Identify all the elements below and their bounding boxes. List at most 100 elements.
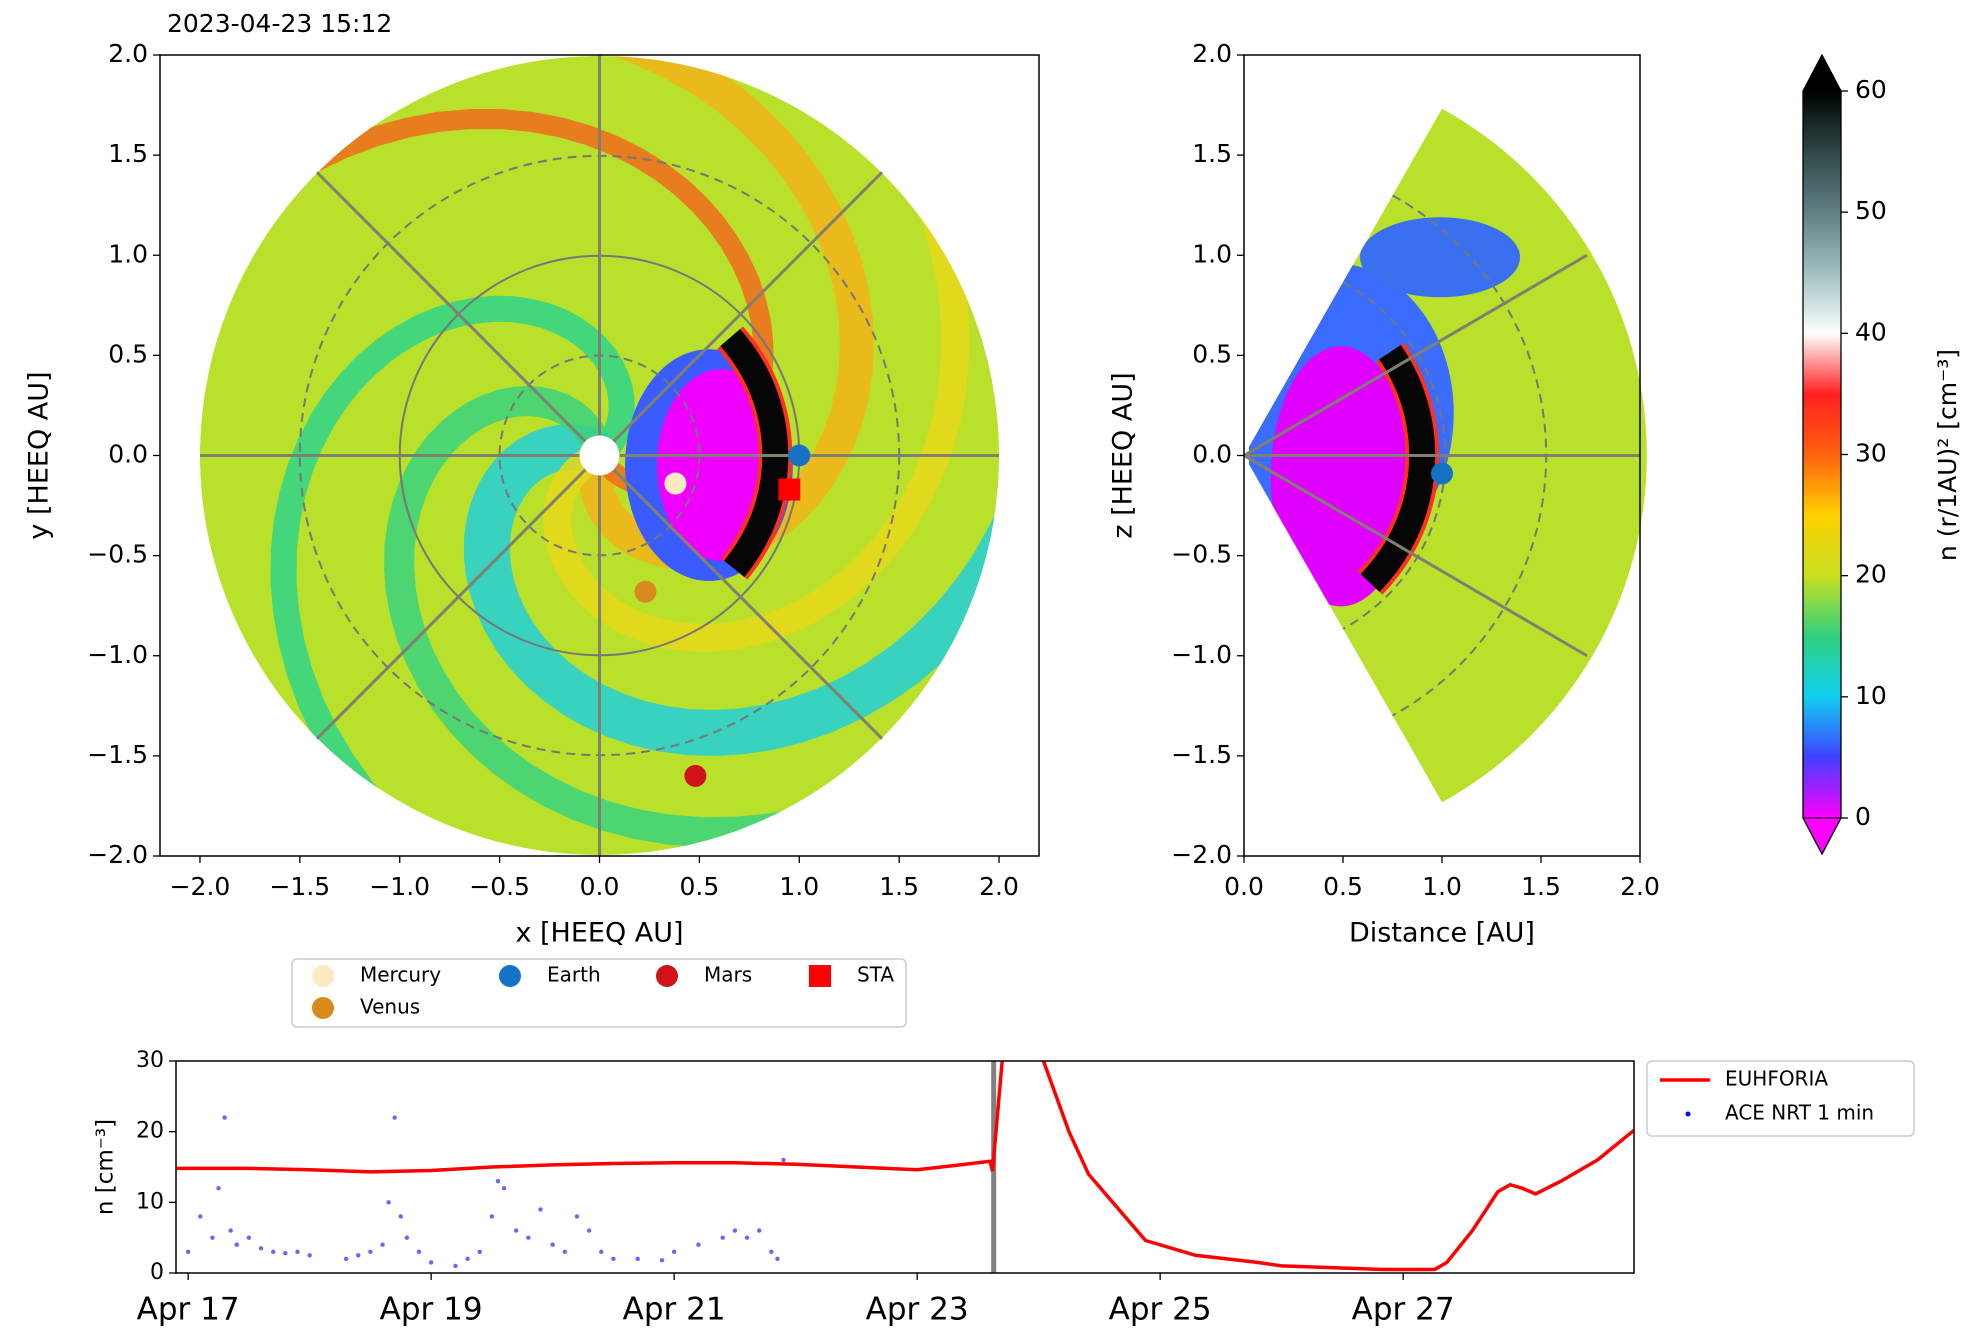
observation-point [501,1186,507,1191]
legend-label: EUHFORIA [1725,1067,1828,1091]
observation-point [295,1249,300,1255]
observation-point [550,1242,555,1247]
body-marker [788,444,811,467]
x-tick-label: 0.0 [1224,872,1264,901]
observation-point [526,1235,531,1240]
observation-point [495,1178,501,1184]
y-tick-label: 1.5 [1192,139,1232,168]
x-tick-label: 2.0 [1620,872,1660,901]
colorbar-tick-label: 50 [1855,196,1887,225]
legend-marker [312,965,334,987]
colorbar [1803,91,1841,818]
observation-point [696,1242,701,1247]
x-tick-label: Apr 25 [1109,1292,1212,1328]
colorbar-extend-max [1803,55,1841,91]
colorbar-tick-label: 10 [1855,681,1887,710]
legend-marker [809,965,831,987]
axes-frame [175,1060,1635,1274]
body-marker [634,580,657,603]
observation-point [635,1256,640,1262]
y-tick-label: 0 [150,1260,164,1285]
observation-point [757,1228,762,1233]
observation-point [744,1235,750,1240]
colorbar-tick-label: 30 [1855,439,1887,468]
y-tick-label: 1.5 [108,139,148,168]
observation-point [216,1186,221,1191]
observation-point [246,1235,252,1240]
observation-point [368,1249,373,1255]
observation-point [562,1249,567,1255]
observation-point [380,1242,385,1247]
observation-point [477,1249,482,1255]
x-tick-label: −2.0 [170,872,231,901]
x-tick-label: 1.0 [779,872,819,901]
x-tick-label: Apr 21 [623,1292,726,1328]
x-tick-label: 1.5 [879,872,919,901]
legend-marker [656,965,678,987]
radial-line [315,171,601,457]
y-tick-label: 2.0 [108,39,148,68]
colorbar-tick-label: 60 [1855,75,1887,104]
upper-stream [1360,217,1521,298]
legend-marker [312,997,334,1019]
timestamp: 2023-04-23 15:12 [167,9,392,38]
body-marker [778,478,801,501]
y-tick-label: 0.5 [108,339,148,368]
observation-point [659,1258,665,1263]
y-tick-label: 1.0 [1192,239,1232,268]
observation-point [386,1200,391,1205]
body-marker [664,472,687,495]
observation-point [732,1228,738,1233]
legend-label: STA [857,963,894,987]
y-axis-label: z [HEEQ AU] [1108,372,1139,538]
y-axis-label: n [cm⁻³] [93,1119,119,1215]
y-tick-label: −1.5 [87,740,148,769]
y-axis-label: y [HEEQ AU] [24,371,55,539]
x-tick-label: Apr 19 [380,1292,483,1328]
observation-point [781,1157,786,1163]
observation-point [210,1235,215,1240]
y-tick-label: −2.0 [87,840,148,869]
observation-point [234,1242,239,1247]
radial-line [1243,253,1588,457]
observation-point [769,1249,774,1255]
legend-marker [1685,1111,1691,1117]
x-tick-label: Apr 17 [137,1292,240,1328]
observation-point [586,1228,592,1233]
body-marker [1431,462,1453,485]
observation-point [574,1214,580,1219]
colorbar-tick-label: 20 [1855,560,1887,589]
radial-line [315,454,601,740]
y-tick-label: 2.0 [1192,39,1232,68]
observation-point [283,1251,288,1256]
x-tick-label: 2.0 [979,872,1019,901]
x-tick-label: 0.5 [680,872,720,901]
observation-point [538,1207,543,1212]
observation-point [307,1253,312,1258]
y-tick-label: 0.0 [1192,440,1232,469]
observation-point [465,1256,470,1262]
x-tick-label: 1.5 [1521,872,1561,901]
body-marker [684,764,707,787]
x-tick-label: −0.5 [469,872,530,901]
x-tick-label: −1.5 [269,872,330,901]
observation-point [392,1115,397,1120]
y-tick-label: 20 [136,1119,164,1144]
observation-point [271,1249,276,1255]
y-tick-label: −2.0 [1171,840,1232,869]
observation-point [198,1214,203,1219]
observation-point [222,1115,227,1120]
y-tick-label: 0.0 [108,440,148,469]
x-tick-label: Apr 23 [866,1292,969,1328]
observation-point [720,1235,725,1240]
radial-line [598,454,884,740]
model-line [176,1061,1634,1272]
x-tick-label: 0.5 [1323,872,1363,901]
observation-point [453,1263,458,1269]
colorbar-extend-min [1802,817,1842,856]
observation-point [775,1256,780,1262]
x-tick-label: Apr 27 [1352,1292,1455,1328]
y-tick-label: −1.0 [87,640,148,669]
radial-line [598,171,884,457]
y-tick-label: 10 [136,1189,164,1214]
